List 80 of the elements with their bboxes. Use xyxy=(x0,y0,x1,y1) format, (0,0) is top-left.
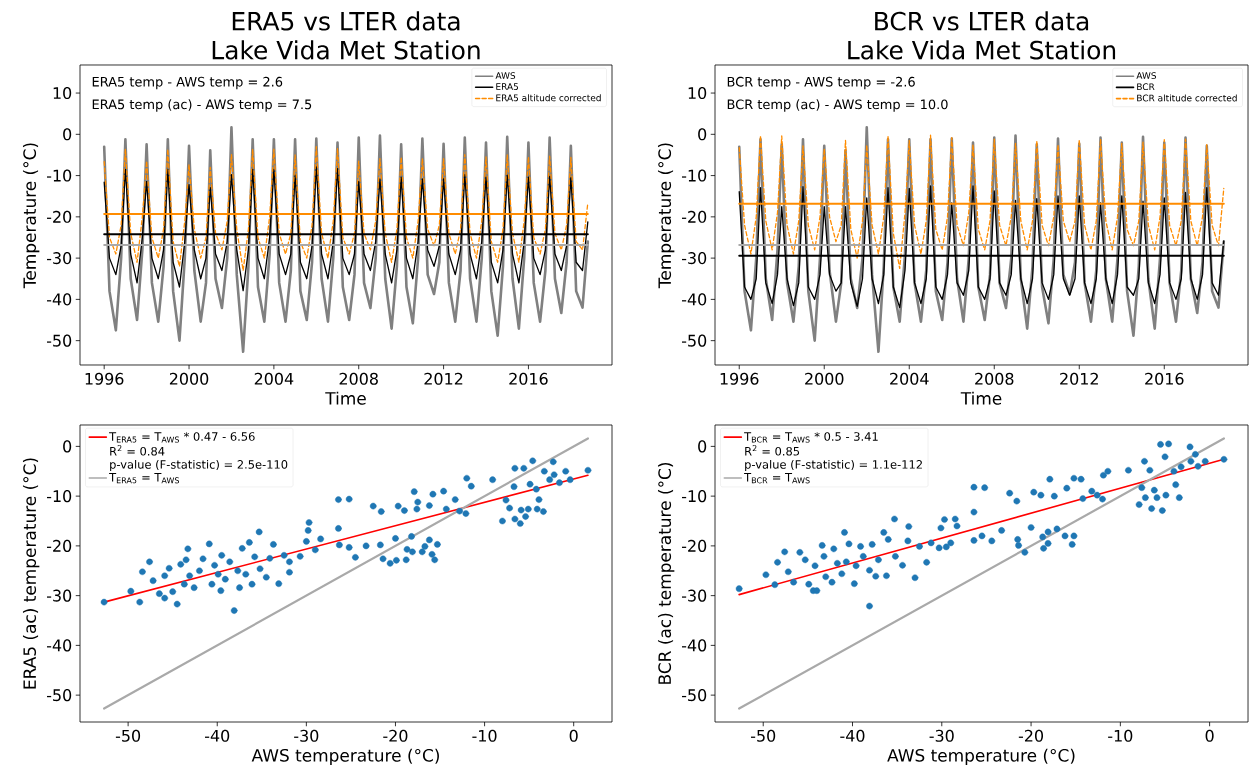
x-tick-label: 2004 xyxy=(890,372,929,385)
x-tick-label: -50 xyxy=(750,729,776,742)
y-axis-title: BCR (ac) temperature (°C) xyxy=(657,463,675,684)
y-tick-label: -10 xyxy=(681,169,707,182)
y-tick-label: 0 xyxy=(698,128,707,141)
y-tick-label: -30 xyxy=(46,252,72,265)
x-tick-label: -30 xyxy=(929,729,954,742)
x-tick-label: 2000 xyxy=(169,372,209,385)
y-tick-label: -40 xyxy=(681,639,707,652)
y-tick-label: -20 xyxy=(681,210,707,223)
legend-label: AWS xyxy=(1136,72,1157,79)
x-tick-label: 2004 xyxy=(254,372,294,385)
x-tick-label: 2008 xyxy=(975,372,1014,385)
y-axis-title: ERA5 (ac) temperature (°C) xyxy=(22,458,40,689)
chart-subtitle: Lake Vida Met Station xyxy=(212,40,480,60)
x-tick-label: 1996 xyxy=(85,372,124,385)
y-tick-label: -40 xyxy=(46,293,72,306)
y-tick-label: -30 xyxy=(46,589,72,602)
legend-label: ERA5 altitude corrected xyxy=(496,94,601,102)
y-tick-label: -20 xyxy=(46,210,72,223)
y-tick-label: -40 xyxy=(681,293,707,306)
legend-label: T$_{ERA5}$ = T$_{AWS}$ * 0.47 - 6.56 xyxy=(109,432,255,443)
x-tick-label: -10 xyxy=(1108,729,1133,742)
annotation: ERA5 temp (ac) - AWS temp = 7.5 xyxy=(92,99,312,112)
annotation: p-value (F-statistic) = 2.5e-110 xyxy=(110,459,288,471)
x-axis-title: Time xyxy=(960,391,1002,405)
x-tick-label: -50 xyxy=(115,729,141,742)
y-tick-label: 10 xyxy=(688,87,707,100)
x-tick-label: 0 xyxy=(569,729,578,742)
y-tick-label: -30 xyxy=(681,589,707,602)
y-tick-label: 0 xyxy=(63,128,72,141)
annotation: BCR temp - AWS temp = -2.6 xyxy=(727,76,915,90)
x-tick-label: 2012 xyxy=(424,372,463,385)
x-tick-label: 2000 xyxy=(805,372,844,385)
x-axis-title: AWS temperature (°C) xyxy=(887,748,1075,766)
legend-label: BCR xyxy=(1137,83,1155,91)
x-tick-label: 0 xyxy=(1205,729,1214,742)
annotation: ERA5 temp - AWS temp = 2.6 xyxy=(92,76,283,90)
legend-label: AWS xyxy=(495,72,516,79)
x-axis-title: AWS temperature (°C) xyxy=(251,748,439,766)
y-tick-label: -50 xyxy=(46,689,72,702)
x-tick-label: 1996 xyxy=(720,372,759,385)
y-tick-label: -10 xyxy=(46,169,72,182)
annotation: R$^{2}$ = 0.84 xyxy=(110,445,165,456)
y-tick-label: -50 xyxy=(46,334,72,347)
x-tick-label: -30 xyxy=(294,729,319,742)
y-tick-label: 10 xyxy=(53,87,72,100)
y-tick-label: -10 xyxy=(46,490,72,503)
annotation: p-value (F-statistic) = 1.1e-112 xyxy=(745,459,922,471)
chart-title: BCR vs LTER data xyxy=(875,11,1089,31)
y-tick-label: 0 xyxy=(698,440,707,453)
x-tick-label: 2016 xyxy=(509,372,548,385)
x-tick-label: -40 xyxy=(840,729,865,742)
legend-label: BCR altitude corrected xyxy=(1137,94,1237,102)
x-tick-label: -20 xyxy=(1018,729,1044,742)
y-tick-label: -20 xyxy=(46,539,72,552)
y-tick-label: -40 xyxy=(46,639,72,652)
x-tick-label: -40 xyxy=(205,729,230,742)
y-axis-title: Temperature (°C) xyxy=(22,143,40,289)
y-tick-label: -10 xyxy=(681,490,707,503)
x-tick-label: -20 xyxy=(383,729,408,742)
legend-label: T$_{BCR}$ = T$_{AWS}$ xyxy=(744,473,810,484)
legend-label: ERA5 xyxy=(496,83,519,90)
x-axis-title: Time xyxy=(325,391,366,405)
y-tick-label: -20 xyxy=(681,539,707,552)
x-tick-label: 2008 xyxy=(339,372,378,385)
legend-label: T$_{ERA5}$ = T$_{AWS}$ xyxy=(109,473,180,484)
y-tick-label: -50 xyxy=(681,689,707,702)
x-tick-label: 2012 xyxy=(1060,372,1098,385)
chart-subtitle: Lake Vida Met Station xyxy=(848,40,1116,60)
y-axis-title: Temperature (°C) xyxy=(657,143,675,289)
x-tick-label: 2016 xyxy=(1145,372,1184,385)
x-tick-label: -10 xyxy=(472,729,497,742)
legend-label: T$_{BCR}$ = T$_{AWS}$ * 0.5 - 3.41 xyxy=(744,432,878,443)
y-tick-label: -50 xyxy=(681,334,707,347)
y-tick-label: -30 xyxy=(681,252,707,265)
annotation: R$^{2}$ = 0.85 xyxy=(745,445,800,456)
annotation: BCR temp (ac) - AWS temp = 10.0 xyxy=(727,99,948,112)
chart-title: ERA5 vs LTER data xyxy=(232,11,460,31)
y-tick-label: 0 xyxy=(63,440,72,453)
